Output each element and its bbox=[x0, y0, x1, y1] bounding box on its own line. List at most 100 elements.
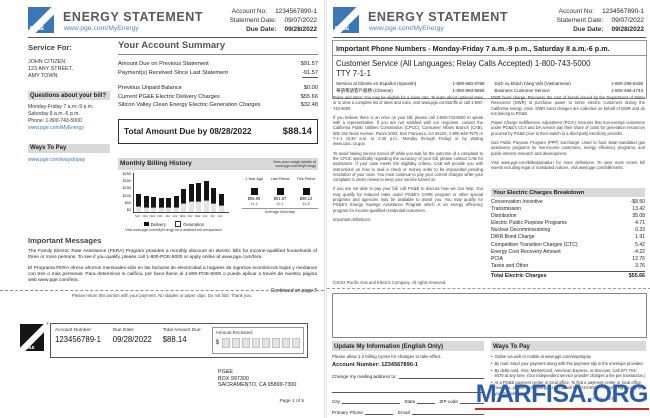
comparison-bar-icon bbox=[276, 187, 284, 195]
tear-instructions: Please return this portion with your pay… bbox=[71, 293, 253, 298]
myenergy-link[interactable]: www.pge.com/MyEnergy bbox=[64, 25, 139, 32]
y-tick-label: $100 bbox=[122, 193, 131, 198]
blank-form-box bbox=[332, 293, 647, 338]
summary-row-label: Previous Unpaid Balance bbox=[118, 85, 182, 92]
breakdown-value: 13.42 bbox=[632, 206, 645, 213]
amount-cell[interactable] bbox=[251, 337, 261, 348]
pay-link[interactable]: www.pge.com/waystopay bbox=[28, 156, 86, 163]
phone-email-row[interactable]: Primary Phone Email bbox=[332, 408, 484, 415]
header-rule bbox=[333, 37, 646, 38]
account-no-row: Account No: 1234567890-1 bbox=[231, 8, 317, 15]
breakdown-label: Distribution bbox=[491, 213, 517, 220]
delivery-segment bbox=[151, 197, 156, 207]
y-tick-label: $200 bbox=[122, 179, 131, 184]
comparison-amount: $95.89 bbox=[247, 195, 261, 201]
address-line-2[interactable] bbox=[332, 385, 484, 393]
copyright-line: ©2022 Pacific Gas and Electric Company. … bbox=[333, 280, 447, 285]
generation-segment bbox=[151, 206, 156, 212]
comparison-kwh: 11.4 bbox=[250, 200, 258, 206]
history-bar bbox=[173, 195, 179, 212]
legend-label: Generation bbox=[183, 221, 204, 227]
amount-cell[interactable] bbox=[281, 337, 291, 348]
page-number-1: Page 1 of 5 bbox=[279, 399, 304, 404]
breakdown-heading: Your Electric Charges Breakdown bbox=[491, 188, 645, 197]
language-label: Business Customer Service bbox=[494, 87, 550, 93]
electric-charges-breakdown: Your Electric Charges Breakdown Conserva… bbox=[491, 188, 645, 279]
amount-cell[interactable] bbox=[291, 337, 301, 348]
comparison-period-label: This Period bbox=[296, 176, 316, 181]
billing-history-title: Monthly Billing History bbox=[120, 160, 192, 168]
history-bar bbox=[166, 197, 171, 212]
language-phone-rows: Servicio al Cliente en Español (Spanish)… bbox=[333, 81, 646, 98]
ways-to-pay-lines: www.pge.com/waystopay bbox=[28, 157, 110, 164]
message-paragraphs: The Family Electric Rate Assistance (FER… bbox=[28, 249, 317, 284]
statement-date-row: Statement Date: 09/07/2022 bbox=[229, 17, 317, 24]
amount-cell[interactable] bbox=[241, 337, 251, 348]
due-date-row: Due Date: 09/28/2022 bbox=[246, 26, 317, 33]
bullet-text: At a PG&E payment center or local office… bbox=[494, 380, 641, 396]
chart-x-axis: S21 O21 N21 D21 J22 F22 M22 A22 M22 J22 J22 A22 bbox=[133, 214, 229, 218]
comparison-column: This Period $88.14 11.8 bbox=[294, 177, 318, 206]
bullet-text: By debit card, Visa, MasterCard, America… bbox=[494, 368, 646, 379]
comparison-bar-icon bbox=[250, 187, 258, 195]
summary-row-label: Amount Due on Previous Statement bbox=[118, 61, 209, 67]
delivery-segment bbox=[211, 187, 216, 203]
language-phone-row: Dịch vụ khách hàng Việt (Vietnamese) 1-80… bbox=[495, 81, 644, 88]
delivery-segment bbox=[158, 198, 164, 208]
total-due-value: $88.14 bbox=[282, 125, 312, 137]
chart-plot bbox=[133, 172, 229, 213]
generation-segment bbox=[181, 203, 186, 212]
x-tick-label: S21 bbox=[135, 213, 140, 218]
bullet-text: Online via web or mobile at www.pge.com/… bbox=[494, 354, 591, 359]
summary-row: Amount Due on Previous Statement $91.57 bbox=[118, 60, 318, 69]
amount-enclosed-cells[interactable]: $ bbox=[215, 337, 301, 348]
breakdown-value: 12.76 bbox=[632, 255, 645, 262]
message-paragraph: The Family Electric Rate Assistance (FER… bbox=[28, 249, 317, 260]
breakdown-label: Electric Public Purpose Programs bbox=[491, 220, 567, 227]
gen-swatch-icon bbox=[174, 220, 182, 228]
y-tick-label: $150 bbox=[122, 186, 131, 191]
remit-address-line: PG&E bbox=[218, 369, 233, 375]
breakdown-value: 0.33 bbox=[635, 227, 645, 234]
billing-history-header: Monthly Billing History View your usage … bbox=[118, 158, 318, 170]
fine-print-paragraph: If you believe there is an error on your… bbox=[333, 114, 483, 147]
generation-segment bbox=[143, 206, 149, 212]
language-label: Dịch vụ khách hàng Việt (Vietnamese) bbox=[494, 81, 571, 86]
x-tick-label: N21 bbox=[150, 213, 156, 218]
breakdown-total-row: Total Electric Charges $55.66 bbox=[491, 270, 645, 279]
remit-address-line: SACRAMENTO, CA 95899-7300 bbox=[218, 382, 297, 389]
summary-row-label: Payment(s) Received Since Last Statement bbox=[118, 69, 229, 76]
x-tick-label: O21 bbox=[142, 213, 148, 218]
phone-number: 1-800-468-4743 bbox=[610, 87, 643, 93]
contact-line[interactable]: www.pge.com/MyEnergy bbox=[28, 124, 85, 131]
comparison-kwh: 11.8 bbox=[302, 200, 310, 206]
page1-header: ENERGY STATEMENT www.pge.com/MyEnergy Ac… bbox=[28, 7, 317, 36]
city-state-zip-row[interactable]: City State ZIP code bbox=[332, 397, 484, 404]
ways-to-pay-heading: Ways To Pay bbox=[28, 143, 110, 153]
amount-cell[interactable] bbox=[221, 337, 231, 348]
change-address-field[interactable]: Change my mailing address to: bbox=[332, 372, 484, 379]
chart-y-axis: $250 $200 $150 $100 $50 $0 bbox=[118, 172, 131, 213]
important-messages: Important Messages The Family Electric R… bbox=[28, 236, 317, 294]
amount-enclosed-box[interactable]: Amount Enclosed: $ bbox=[211, 327, 305, 354]
x-tick-label: A22 bbox=[217, 213, 223, 218]
myenergy-link[interactable]: www.pge.com/MyEnergy bbox=[369, 25, 444, 32]
summary-row-value: $0.00 bbox=[303, 85, 318, 92]
ways-to-pay-bullet: • Online via web or mobile at www.pge.com… bbox=[491, 354, 646, 359]
amount-cell[interactable] bbox=[231, 337, 241, 348]
summary-row: Previous Unpaid Balance $0.00 bbox=[118, 84, 318, 93]
amount-cell[interactable] bbox=[261, 337, 271, 348]
breakdown-row: Nuclear Decommissioning 0.33 bbox=[491, 227, 645, 234]
questions-lines: Monday-Friday 7 a.m.-9 p.m. Saturday 8 a.… bbox=[28, 104, 110, 131]
fine-print-paragraph: Important definitions: bbox=[333, 216, 372, 222]
phone-number: 1-800-660-6789 bbox=[452, 81, 485, 86]
account-block: Account No: 1234567890-1 Statement Date: 0… bbox=[556, 7, 644, 34]
remit-address: PG&E BOX 997300 SACRAMENTO, CA 95899-7300 bbox=[218, 369, 296, 389]
update-my-information: Update My Information (English Only) Ple… bbox=[332, 341, 484, 415]
currency-sign: $ bbox=[215, 339, 220, 346]
generation-segment bbox=[218, 204, 224, 212]
ways-to-pay-section: Ways To Pay • Online via web or mobile at… bbox=[491, 341, 646, 398]
breakdown-row: PCIA 12.76 bbox=[491, 256, 645, 263]
breakdown-value: -4.22 bbox=[633, 248, 645, 255]
amount-cell[interactable] bbox=[271, 337, 281, 348]
